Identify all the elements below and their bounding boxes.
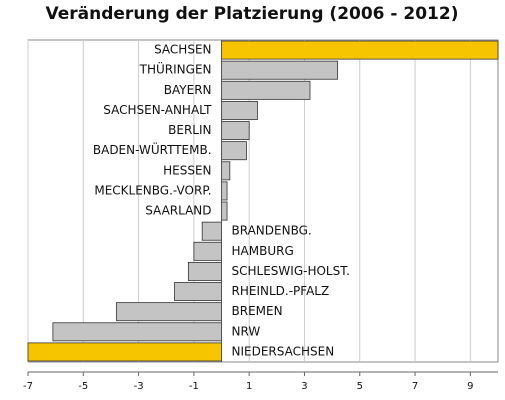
category-label: RHEINLD.-PFALZ — [232, 284, 330, 298]
category-label: THÜRINGEN — [139, 61, 212, 77]
category-label: HAMBURG — [232, 244, 294, 258]
category-label: MECKLENBG.-VORP. — [94, 183, 211, 197]
x-tick-label: -1 — [189, 381, 199, 392]
category-label: SAARLAND — [145, 204, 211, 218]
category-label: SACHSEN — [154, 43, 211, 57]
bar — [221, 201, 228, 221]
bar — [221, 100, 258, 120]
category-label: NIEDERSACHSEN — [232, 344, 335, 358]
bar — [221, 141, 247, 161]
bar — [174, 282, 222, 302]
category-label: BRANDENBG. — [232, 224, 312, 238]
x-tick-label: 1 — [246, 381, 252, 392]
x-tick-label: 3 — [301, 381, 307, 392]
x-tick-label: -5 — [78, 381, 88, 392]
bar — [221, 80, 311, 100]
bar — [221, 181, 228, 201]
chart-title: Veränderung der Platzierung (2006 - 2012… — [46, 4, 459, 24]
x-tick-label: -7 — [23, 381, 33, 392]
bar — [221, 121, 250, 141]
bar — [221, 60, 339, 80]
bar — [221, 161, 231, 181]
bar — [187, 261, 222, 281]
category-label: SCHLESWIG-HOLST. — [232, 264, 350, 278]
bar — [52, 322, 222, 342]
category-label: BAYERN — [164, 83, 212, 97]
bar — [221, 40, 499, 60]
category-label: BERLIN — [168, 123, 211, 137]
x-tick-label: 7 — [412, 381, 418, 392]
bar — [116, 302, 222, 322]
x-tick-label: -3 — [134, 381, 144, 392]
x-tick-label: 5 — [357, 381, 363, 392]
category-label: BADEN-WÜRTTEMB. — [93, 141, 212, 157]
category-label: SACHSEN-ANHALT — [103, 103, 212, 117]
category-label: BREMEN — [232, 304, 283, 318]
x-tick-label: 9 — [467, 381, 473, 392]
category-label: NRW — [232, 324, 261, 338]
bar — [201, 221, 222, 241]
bar — [27, 342, 222, 362]
category-label: HESSEN — [163, 163, 211, 177]
bar — [193, 241, 222, 261]
